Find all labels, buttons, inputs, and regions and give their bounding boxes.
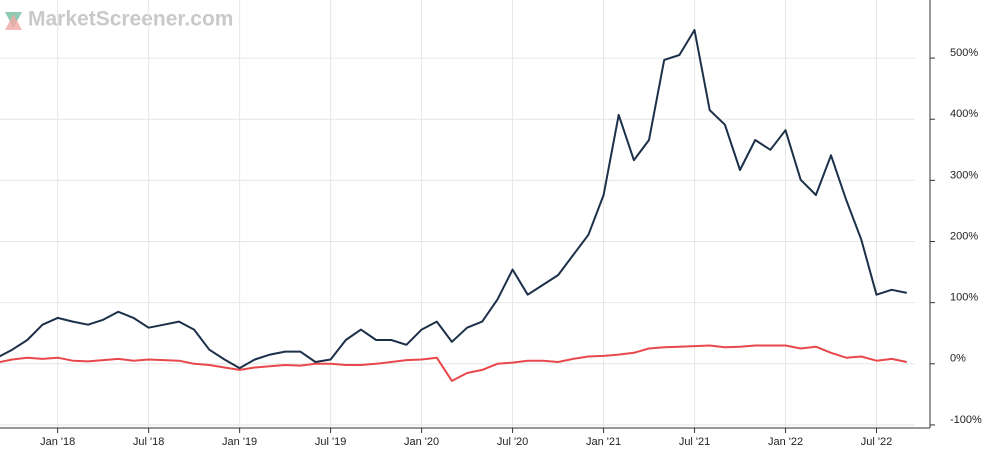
y-tick-label: -100% (950, 414, 982, 426)
x-tick-label: Jul '21 (679, 436, 710, 448)
x-tick-label: Jan '19 (222, 436, 257, 448)
y-tick-label: 500% (950, 47, 978, 59)
logo-icon (5, 14, 22, 30)
y-tick-label: 100% (950, 292, 978, 304)
x-tick-label: Jul '19 (315, 436, 346, 448)
x-tick-label: Jan '22 (768, 436, 803, 448)
x-tick-label: Jul '18 (133, 436, 164, 448)
x-tick-label: Jul '22 (861, 436, 892, 448)
y-tick-label: 300% (950, 169, 978, 181)
y-tick-label: 0% (950, 353, 966, 365)
x-tick-label: Jul '20 (497, 436, 528, 448)
x-tick-label: Jan '18 (40, 436, 75, 448)
logo: MarketScreener.com (5, 8, 233, 31)
x-tick-label: Jan '20 (404, 436, 439, 448)
y-tick-label: 200% (950, 230, 978, 242)
series-line (0, 29, 908, 370)
y-tick-label: 400% (950, 108, 978, 120)
series-line (0, 344, 908, 382)
watermark: MarketScreener.com (28, 8, 233, 31)
x-tick-label: Jan '21 (586, 436, 621, 448)
